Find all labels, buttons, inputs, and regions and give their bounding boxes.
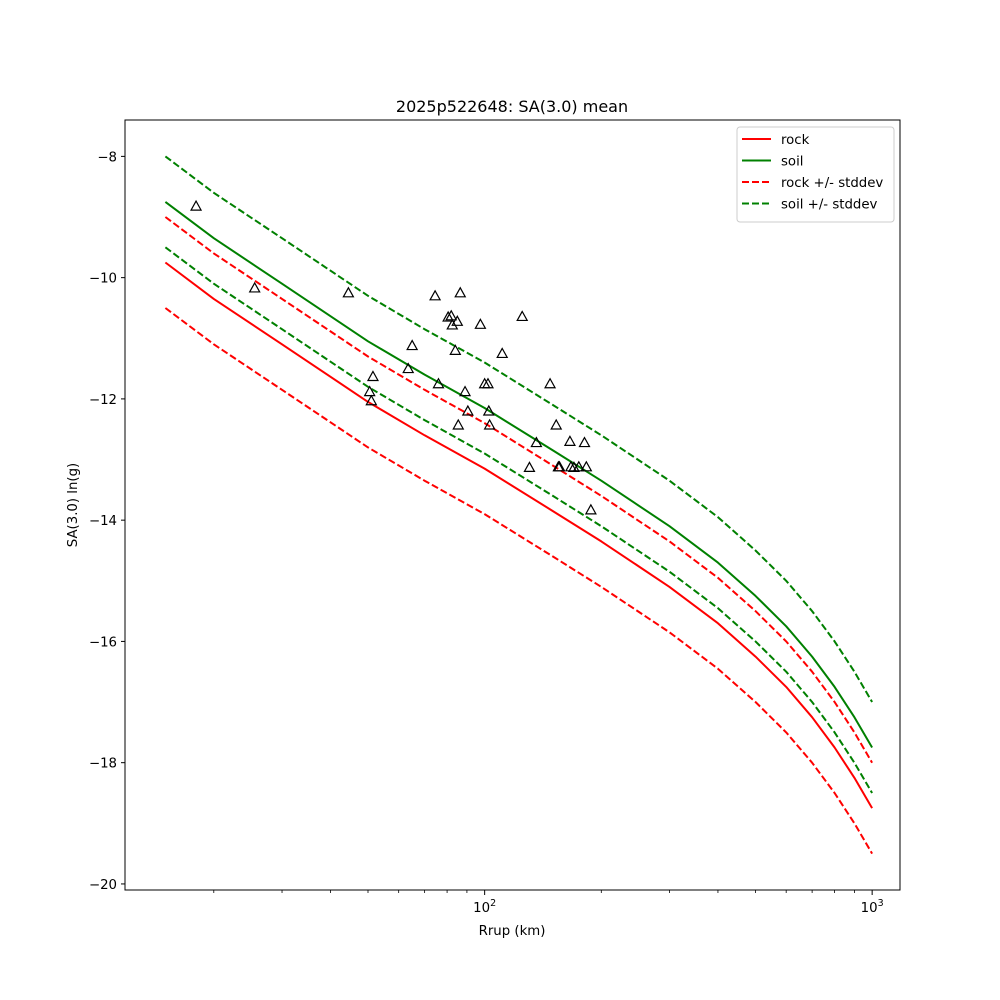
observation-marker-36 [578, 436, 591, 448]
observation-marker-7 [406, 339, 419, 351]
observation-marker-23 [483, 418, 496, 430]
series-line-rock-0 [164, 261, 873, 809]
series-line-soil-stddev-5 [164, 246, 873, 794]
observation-marker-22 [482, 404, 495, 416]
x-axis-label: Rrup (km) [479, 924, 546, 939]
legend: rock soil rock +/- stddev soil +/- stddev [736, 126, 895, 223]
series-line-soil-stddev-4 [164, 155, 873, 703]
observation-marker-9 [432, 377, 445, 389]
plot-area: −8 −10 −12 −14 −16 −18 −20 102 103 [89, 119, 901, 916]
observation-marker-18 [461, 404, 474, 416]
observation-marker-25 [516, 310, 529, 322]
observation-marker-10 [442, 310, 455, 322]
observation-marker-16 [454, 286, 467, 298]
observation-marker-33 [564, 460, 577, 472]
series-line-soil-1 [164, 201, 873, 749]
y-tick-label: −14 [89, 514, 117, 529]
series-line-rock-stddev-3 [164, 307, 873, 855]
observation-marker-0 [190, 199, 203, 211]
observation-marker-12 [446, 318, 459, 330]
x-tick-label: 103 [861, 898, 884, 916]
observation-marker-15 [452, 418, 465, 430]
observation-marker-5 [366, 370, 379, 382]
observation-marker-19 [474, 318, 487, 329]
chart-title: 2025p522648: SA(3.0) mean [396, 97, 628, 116]
observation-marker-1 [248, 281, 261, 293]
observation-marker-37 [580, 460, 593, 472]
legend-box [736, 126, 895, 223]
y-axis-label: SA(3.0) ln(g) [66, 463, 81, 547]
legend-label-0: rock [781, 133, 810, 148]
observation-marker-38 [584, 503, 597, 515]
observation-marker-24 [496, 347, 509, 359]
observation-marker-14 [451, 315, 464, 326]
observation-marker-32 [563, 435, 576, 446]
y-tick-label: −20 [89, 878, 117, 893]
y-tick-label: −12 [89, 393, 117, 408]
y-tick-label: −10 [89, 272, 117, 287]
observation-marker-27 [530, 436, 543, 448]
observation-marker-6 [402, 362, 415, 374]
observation-marker-28 [544, 377, 557, 389]
observation-marker-26 [523, 461, 536, 473]
legend-label-1: soil [781, 155, 803, 170]
observation-marker-4 [365, 394, 378, 406]
observation-marker-35 [572, 460, 585, 472]
legend-label-2: rock +/- stddev [781, 176, 883, 191]
observation-marker-17 [459, 385, 472, 397]
legend-label-3: soil +/- stddev [781, 198, 878, 213]
series-line-rock-stddev-2 [164, 216, 873, 764]
x-tick-label: 102 [473, 898, 496, 916]
observation-marker-8 [429, 289, 442, 301]
y-tick-label: −18 [89, 757, 117, 772]
observation-marker-2 [342, 286, 355, 298]
y-tick-label: −8 [97, 150, 117, 165]
observation-marker-13 [449, 344, 462, 355]
plot-frame [124, 119, 901, 891]
observation-marker-3 [363, 385, 376, 397]
observation-marker-29 [550, 418, 563, 430]
observation-marker-11 [445, 309, 458, 321]
observation-marker-21 [481, 377, 494, 389]
y-tick-label: −16 [89, 635, 117, 650]
observation-marker-31 [553, 460, 566, 472]
